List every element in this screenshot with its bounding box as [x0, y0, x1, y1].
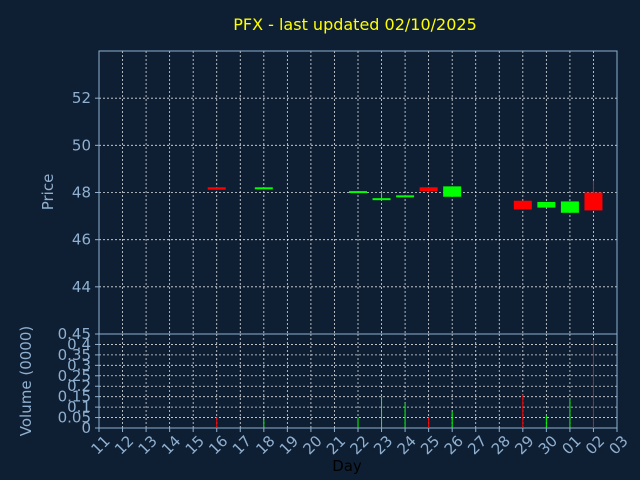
candles [207, 180, 603, 213]
candle-body [443, 186, 462, 197]
candle-body [584, 192, 603, 211]
candle-body [396, 195, 415, 198]
volume-tick-label: 0.1 [67, 398, 91, 416]
x-tick-label: 19 [276, 432, 302, 458]
x-tick-label: 03 [606, 432, 632, 458]
x-tick-label: 11 [88, 432, 114, 458]
volume-tick-label: 0.2 [67, 377, 91, 395]
volume-tick-label: 0.3 [67, 356, 91, 374]
x-tick-label: 02 [582, 432, 608, 458]
x-tick-label: 16 [205, 432, 231, 458]
x-axis-label: Day [332, 457, 362, 475]
chart-title: PFX - last updated 02/10/2025 [233, 15, 477, 34]
x-tick-label: 14 [158, 432, 184, 458]
price-tick-label: 50 [72, 136, 91, 154]
volume-axis: 00.050.10.150.20.250.30.350.40.45 [58, 325, 99, 437]
x-tick-label: 18 [252, 432, 278, 458]
volume-tick-label: 0.45 [58, 325, 91, 343]
x-tick-label: 25 [417, 432, 443, 458]
price-axis-label: Price [39, 174, 57, 211]
candle-body [560, 201, 579, 213]
x-axis: 1112131415161718192021222324252627282930… [88, 428, 632, 458]
volume-tick-label: 0.05 [58, 409, 91, 427]
price-tick-label: 52 [72, 89, 91, 107]
volume-axis-label: Volume (0000) [17, 326, 35, 436]
candle-body [537, 201, 556, 208]
price-axis: 44 46 48 50 52 [72, 89, 99, 296]
x-tick-label: 12 [111, 432, 137, 458]
candle-body [372, 198, 391, 201]
x-tick-label: 23 [370, 432, 396, 458]
candle-body [349, 191, 367, 194]
x-tick-label: 26 [441, 432, 467, 458]
x-tick-label: 24 [394, 432, 420, 458]
volume-tick-label: 0.25 [58, 367, 91, 385]
candle-body [254, 187, 273, 190]
volume-tick-label: 0.4 [67, 335, 91, 353]
x-tick-label: 27 [464, 432, 490, 458]
volume-tick-label: 0 [81, 419, 91, 437]
volume-grid [99, 333, 617, 429]
x-tick-label: 01 [558, 432, 584, 458]
x-tick-label: 20 [299, 432, 325, 458]
x-tick-label: 22 [347, 432, 373, 458]
candle-body [207, 187, 226, 190]
x-tick-label: 15 [182, 432, 208, 458]
volume-tick-label: 0.35 [58, 346, 91, 364]
price-tick-label: 48 [72, 184, 91, 202]
price-tick-label: 44 [72, 278, 91, 296]
volume-tick-label: 0.15 [58, 388, 91, 406]
x-tick-label: 21 [323, 432, 349, 458]
candle-body [419, 187, 438, 192]
x-tick-label: 29 [511, 432, 537, 458]
candle-body [513, 200, 532, 210]
x-tick-label: 28 [488, 432, 514, 458]
x-tick-label: 13 [135, 432, 161, 458]
volume-panel-frame [98, 333, 618, 429]
x-tick-label: 17 [229, 432, 255, 458]
price-tick-label: 46 [72, 231, 91, 249]
x-tick-label: 30 [535, 432, 561, 458]
volume-bars [216, 340, 594, 428]
